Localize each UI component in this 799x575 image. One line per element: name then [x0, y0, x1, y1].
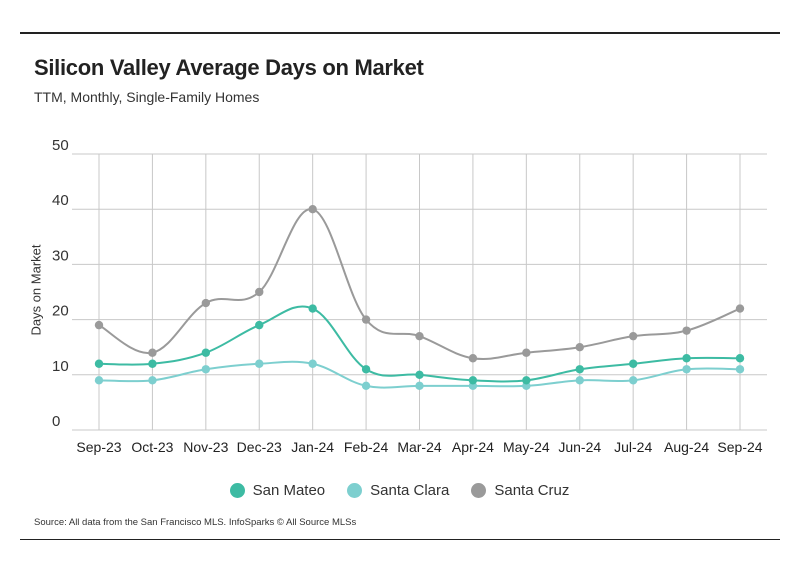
legend-label-san-mateo: San Mateo [252, 482, 326, 499]
x-tick-label: Mar-24 [397, 439, 442, 455]
data-point-santa-clara [361, 381, 371, 391]
legend-label-santa-cruz: Santa Cruz [494, 482, 570, 499]
data-point-santa-cruz [148, 348, 157, 357]
data-point-santa-cruz [682, 326, 691, 335]
data-point-santa-clara [201, 365, 211, 374]
data-point-san-mateo [255, 320, 264, 330]
data-point-san-mateo [94, 359, 104, 368]
data-point-santa-cruz [575, 343, 584, 352]
data-point-santa-clara [735, 365, 745, 374]
x-tick-label: Sep-23 [76, 439, 121, 455]
data-point-santa-clara [575, 376, 584, 385]
legend-marker-santa-clara [347, 483, 363, 498]
data-point-santa-cruz [361, 315, 371, 324]
x-tick-label: Dec-23 [237, 439, 282, 455]
y-tick-label: 0 [52, 413, 60, 430]
data-point-santa-clara [148, 376, 157, 385]
data-point-san-mateo [522, 376, 531, 385]
data-point-santa-clara [682, 365, 691, 374]
x-tick-label: Apr-24 [452, 439, 494, 455]
legend-item-santa-clara[interactable]: Santa Clara [347, 482, 449, 499]
data-point-san-mateo [575, 365, 584, 374]
chart-title: Silicon Valley Average Days on Market [34, 55, 424, 80]
x-tick-label: Aug-24 [664, 439, 709, 455]
top-rule [20, 32, 780, 34]
data-point-san-mateo [468, 376, 478, 385]
x-tick-label: Nov-23 [183, 439, 228, 455]
data-point-san-mateo [415, 370, 424, 379]
y-tick-label: 20 [52, 303, 69, 320]
data-point-san-mateo [735, 354, 745, 363]
data-point-san-mateo [148, 359, 157, 368]
data-point-santa-cruz [415, 331, 424, 341]
x-tick-label: Sep-24 [717, 439, 762, 455]
y-tick-label: 30 [52, 247, 69, 264]
y-tick-label: 10 [52, 358, 69, 375]
legend-item-san-mateo[interactable]: San Mateo [229, 482, 326, 499]
bottom-rule [20, 539, 780, 540]
data-point-santa-clara [255, 359, 264, 368]
data-point-santa-clara [94, 376, 104, 385]
data-point-santa-cruz [308, 205, 317, 214]
x-tick-label: Oct-23 [131, 439, 173, 455]
data-point-santa-cruz [201, 298, 211, 308]
data-point-santa-cruz [94, 320, 104, 330]
data-point-santa-clara [628, 376, 638, 385]
data-point-santa-cruz [468, 354, 478, 363]
y-tick-label: 50 [52, 137, 69, 154]
legend-marker-santa-cruz [471, 483, 487, 498]
y-tick-label: 40 [52, 192, 69, 209]
data-point-santa-cruz [628, 331, 638, 341]
data-point-san-mateo [628, 359, 638, 368]
legend: San Mateo Santa Clara Santa Cruz [0, 482, 799, 499]
x-tick-label: May-24 [503, 439, 550, 455]
legend-marker-san-mateo [229, 483, 245, 498]
data-point-san-mateo [201, 348, 211, 357]
data-point-santa-cruz [255, 287, 264, 297]
data-point-san-mateo [682, 354, 691, 363]
legend-label-santa-clara: Santa Clara [370, 482, 450, 499]
data-point-santa-clara [415, 381, 424, 391]
data-point-santa-cruz [735, 304, 745, 313]
x-tick-label: Jun-24 [558, 439, 601, 455]
legend-item-santa-cruz[interactable]: Santa Cruz [471, 482, 569, 499]
x-tick-label: Jan-24 [291, 439, 334, 455]
data-point-san-mateo [361, 365, 371, 374]
data-point-san-mateo [308, 304, 317, 313]
source-note: Source: All data from the San Francisco … [34, 517, 357, 528]
data-point-santa-clara [308, 359, 317, 368]
x-tick-label: Jul-24 [614, 439, 652, 455]
chart-subtitle: TTM, Monthly, Single-Family Homes [34, 89, 260, 105]
x-tick-label: Feb-24 [344, 439, 389, 455]
data-point-santa-cruz [522, 348, 531, 357]
